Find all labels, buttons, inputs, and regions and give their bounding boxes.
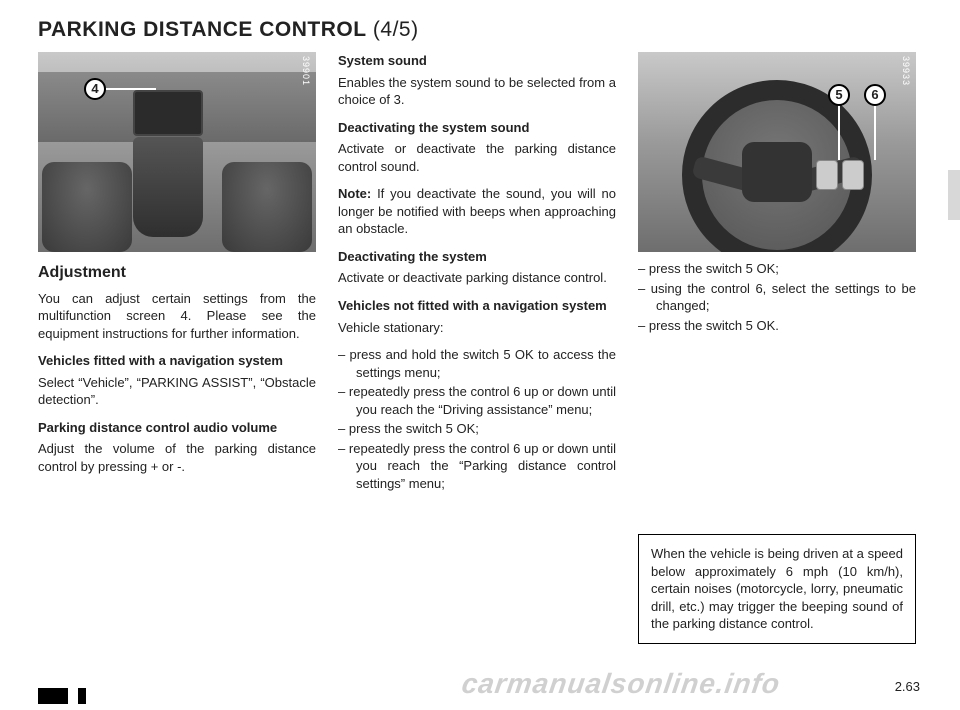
manual-page: PARKING DISTANCE CONTROL (4/5) 39901 4 A…	[0, 0, 960, 710]
heading-audio-volume: Parking distance control audio volume	[38, 419, 316, 437]
warning-note-text: When the vehicle is being driven at a sp…	[651, 546, 903, 631]
page-title: PARKING DISTANCE CONTROL (4/5)	[38, 18, 922, 42]
step-1: press and hold the switch 5 OK to access…	[338, 346, 616, 381]
page-number: 2.63	[895, 679, 920, 694]
seat-right-shape	[222, 162, 312, 252]
seat-left-shape	[42, 162, 132, 252]
warning-note-box: When the vehicle is being driven at a sp…	[638, 534, 916, 644]
page-side-tab	[948, 170, 960, 220]
step-6: using the control 6, select the settings…	[638, 280, 916, 315]
wheel-hub-shape	[742, 142, 812, 202]
step-7: press the switch 5 OK.	[638, 317, 916, 335]
p-deactivate-system: Activate or deactivate parking distance …	[338, 269, 616, 287]
heading-deactivate-sound: Deactivating the system sound	[338, 119, 616, 137]
step-4: repeatedly press the control 6 up or dow…	[338, 440, 616, 493]
heading-nav-system: Vehicles fitted with a navigation system	[38, 352, 316, 370]
p-note: Note: If you deactivate the sound, you w…	[338, 185, 616, 238]
callout-4: 4	[84, 78, 106, 100]
p-nav-select: Select “Vehicle”, “PARKING ASSIST”, “Obs…	[38, 374, 316, 409]
multifunction-screen-shape	[133, 90, 203, 136]
figure-id-1: 39901	[300, 56, 312, 86]
footer-crop-marks	[38, 688, 68, 704]
figure-id-2: 39933	[900, 56, 912, 86]
callout-4-label: 4	[91, 80, 98, 98]
figure-steering-wheel: 39933 5 6	[638, 52, 916, 252]
title-main: PARKING DISTANCE CONTROL	[38, 18, 367, 41]
callout-lead-4	[106, 88, 156, 90]
heading-no-nav: Vehicles not fitted with a navigation sy…	[338, 297, 616, 315]
figure-dashboard: 39901 4	[38, 52, 316, 252]
column-2: System sound Enables the system sound to…	[338, 52, 616, 652]
p-adjustment: You can adjust certain settings from the…	[38, 290, 316, 343]
p-system-sound: Enables the system sound to be selected …	[338, 74, 616, 109]
heading-system-sound: System sound	[338, 52, 616, 70]
continue-steps-list: press the switch 5 OK; using the control…	[638, 260, 916, 334]
p-audio-volume: Adjust the volume of the parking distanc…	[38, 440, 316, 475]
column-1: 39901 4 Adjustment You can adjust certai…	[38, 52, 316, 652]
control-6-shape	[842, 160, 864, 190]
callout-lead-5	[838, 104, 840, 160]
callout-6: 6	[864, 84, 886, 106]
p-deactivate-sound: Activate or deactivate the parking dista…	[338, 140, 616, 175]
column-3: 39933 5 6 press the switch 5 OK; using t…	[638, 52, 916, 652]
heading-deactivate-system: Deactivating the system	[338, 248, 616, 266]
callout-lead-6	[874, 104, 876, 160]
p-vehicle-stationary: Vehicle stationary:	[338, 319, 616, 337]
center-console-shape	[133, 137, 203, 237]
content-columns: 39901 4 Adjustment You can adjust certai…	[38, 52, 922, 652]
note-label: Note:	[338, 186, 371, 201]
heading-adjustment: Adjustment	[38, 262, 316, 284]
title-part: (4/5)	[373, 18, 419, 41]
note-text: If you deactivate the sound, you will no…	[338, 186, 616, 236]
callout-5: 5	[828, 84, 850, 106]
control-5-shape	[816, 160, 838, 190]
callout-6-label: 6	[871, 86, 878, 104]
watermark-text: carmanualsonline.info	[460, 668, 783, 700]
stationary-steps-list: press and hold the switch 5 OK to access…	[338, 346, 616, 492]
callout-5-label: 5	[835, 86, 842, 104]
step-5: press the switch 5 OK;	[638, 260, 916, 278]
step-3: press the switch 5 OK;	[338, 420, 616, 438]
step-2: repeatedly press the control 6 up or dow…	[338, 383, 616, 418]
